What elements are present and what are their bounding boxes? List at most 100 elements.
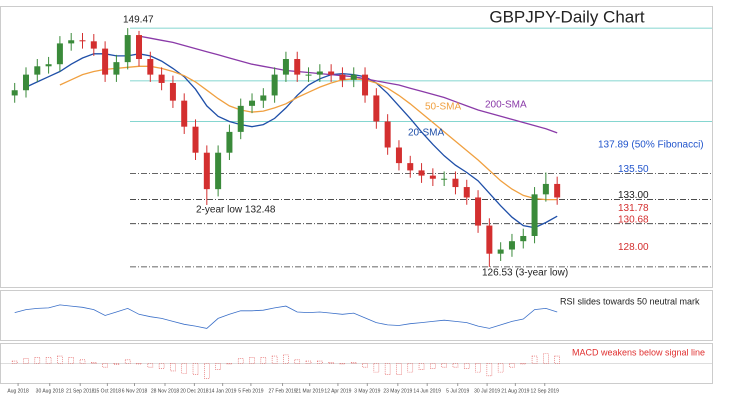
x-tick-label: 28 Nov 2018 [151, 388, 180, 394]
macd-bar [283, 354, 289, 364]
candle-body [136, 35, 143, 60]
macd-bar [350, 361, 357, 364]
x-tick-label: 12 Apr 2019 [324, 388, 351, 394]
annotation: 149.47 [123, 15, 154, 26]
x-tick-label: 12 Sep 2019 [531, 388, 560, 394]
macd-bar [475, 363, 481, 373]
macd-bar [305, 360, 312, 364]
x-tick-label: 15 Oct 2018 [94, 388, 121, 394]
macd-bar [237, 358, 244, 364]
candle-body [294, 59, 301, 75]
x-tick-label: 27 Feb 2019 [268, 388, 296, 394]
macd-bar [328, 361, 334, 364]
series-label: 50-SMA [425, 102, 461, 113]
candle-body [113, 62, 120, 75]
x-tick-label: 14 Jan 2019 [209, 388, 237, 394]
x-tick-label: 21 Mar 2019 [296, 388, 324, 394]
candle-body [90, 41, 97, 49]
candle-body [384, 121, 391, 148]
x-tick-label: 5 Feb 2019 [238, 388, 264, 394]
macd-bar [68, 357, 74, 364]
candle-body [68, 40, 75, 44]
candle-body [463, 187, 470, 198]
macd-bar [102, 363, 108, 368]
candle-body [395, 147, 402, 164]
candle-body [203, 152, 210, 190]
candle-body [497, 249, 504, 254]
candle-body [520, 235, 527, 242]
macd-bar [396, 363, 402, 375]
candle-body [508, 241, 515, 250]
candle-body [531, 194, 538, 236]
sma-line [25, 53, 558, 229]
macd-bar [441, 363, 447, 368]
macd-bar [362, 363, 368, 368]
candle-body [22, 74, 29, 91]
macd-bar [34, 357, 41, 364]
candle-body [373, 95, 380, 122]
annotation: 126.53 (3-year low) [482, 268, 568, 279]
candle-body [486, 225, 493, 254]
level-label: 137.89 (50% Fibonacci) [598, 139, 704, 150]
candle-body [237, 105, 244, 132]
macd-bar [45, 357, 52, 364]
candle-body [350, 74, 357, 80]
macd-bar [294, 359, 301, 364]
sma-line [59, 65, 558, 201]
candle-body [362, 74, 369, 96]
macd-bar [497, 363, 504, 373]
macd-bar [23, 358, 29, 364]
level-label: 133.00 [618, 190, 649, 201]
rsi-label: RSI slides towards 50 neutral mark [560, 296, 700, 306]
macd-bar [509, 363, 515, 368]
macd-bar [463, 363, 470, 369]
candle-body [407, 163, 414, 171]
x-tick-label: 21 Aug 2019 [501, 388, 529, 394]
chart-title: GBPJPY-Daily Chart [489, 7, 645, 26]
x-tick-label: 30 Aug 2018 [36, 388, 64, 394]
x-tick-label: 3 May 2019 [354, 388, 380, 394]
candle-body [34, 66, 41, 75]
macd-bar [339, 363, 346, 365]
candle-body [215, 152, 222, 190]
candle-body [475, 197, 482, 226]
x-tick-label: 6 Nov 2018 [122, 388, 148, 394]
x-tick-label: 30 Jul 2019 [474, 388, 500, 394]
series-label: 20-SMA [408, 128, 444, 139]
rsi-line [14, 304, 558, 329]
macd-bar [215, 363, 221, 370]
candle-body [339, 74, 346, 80]
macd-bar [124, 359, 131, 364]
macd-bar [192, 363, 199, 375]
price-panel [0, 6, 713, 288]
macd-bar [91, 361, 97, 364]
macd-bar [384, 363, 391, 375]
candle-body [192, 126, 199, 153]
macd-bar [113, 363, 120, 366]
macd-bar [520, 363, 527, 365]
x-tick-label: Aug 2018 [7, 388, 29, 394]
candle-body [542, 183, 549, 195]
candle-body [56, 43, 63, 65]
x-tick-label: 14 Jun 2019 [413, 388, 441, 394]
macd-bar [170, 363, 176, 372]
sma-line [138, 35, 558, 134]
candle-body [169, 82, 176, 101]
macd-bar [11, 360, 18, 364]
candle-body [45, 64, 52, 67]
macd-bar [430, 363, 436, 369]
candle-body [418, 170, 425, 176]
macd-bar [317, 360, 323, 364]
candle-body [226, 131, 233, 153]
candle-body [328, 71, 335, 75]
macd-label: MACD weakens below signal line [572, 347, 705, 357]
level-label: 135.50 [618, 164, 649, 175]
series-label: 200-SMA [485, 100, 527, 111]
candle-body [441, 178, 448, 180]
candle-body [181, 100, 188, 127]
macd-bar [271, 355, 278, 364]
rsi-panel [0, 290, 713, 341]
candle-body [147, 59, 154, 75]
